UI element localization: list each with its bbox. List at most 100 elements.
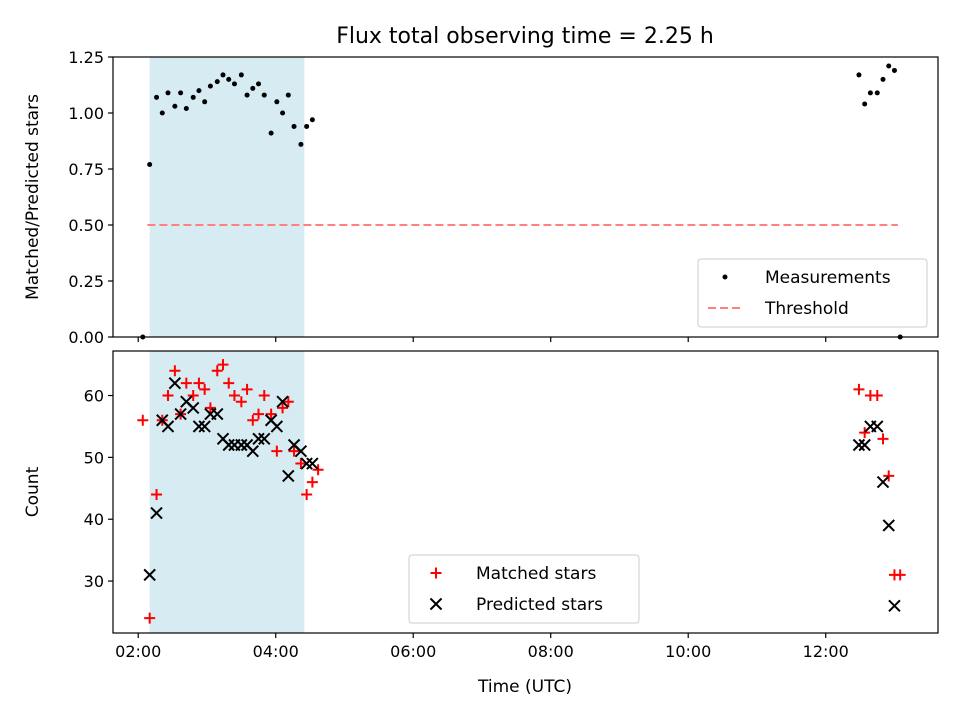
legend-label: Matched stars [476, 564, 596, 584]
data-point [856, 72, 862, 78]
x-tick-label: 12:00 [803, 642, 849, 661]
data-point [161, 420, 175, 433]
data-point [199, 383, 211, 395]
data-point [252, 432, 265, 446]
data-point [298, 141, 304, 147]
data-point [143, 568, 156, 582]
legend-swatch [722, 274, 728, 280]
x-tick-label: 10:00 [665, 642, 711, 661]
y-tick-label: 40 [84, 510, 104, 529]
data-point [187, 401, 200, 415]
data-point [882, 519, 895, 532]
data-point [183, 106, 189, 112]
legend: Matched stars Predicted stars [408, 554, 640, 624]
data-point [891, 67, 897, 73]
data-point [886, 63, 892, 69]
y-tick-label: 1.25 [68, 48, 104, 67]
data-point [285, 92, 291, 98]
data-point [211, 407, 224, 421]
chart-title: Flux total observing time = 2.25 h [336, 24, 714, 49]
data-point [235, 438, 248, 452]
data-point [270, 420, 284, 433]
data-point [312, 464, 324, 476]
legend-swatch [429, 597, 443, 611]
data-point [137, 414, 149, 426]
data-point [147, 162, 153, 168]
data-point [261, 92, 267, 98]
data-point [862, 101, 868, 107]
y-tick-label: 0.25 [68, 272, 104, 291]
data-point [159, 110, 165, 116]
data-point [192, 420, 206, 433]
data-point [880, 76, 886, 82]
data-point [304, 123, 310, 129]
data-point [265, 408, 277, 420]
x-tick-label: 02:00 [115, 642, 161, 661]
data-point [172, 103, 178, 109]
data-point [222, 438, 235, 452]
data-point [853, 383, 865, 395]
data-point [193, 377, 205, 389]
bottom-panel: 30 40 50 60 02:00 04:00 06:00 08:00 10:00 12:00 Co… [23, 350, 939, 661]
legend-box [408, 554, 640, 624]
data-point [858, 438, 871, 452]
data-point [241, 383, 253, 395]
legend: Measurements Threshold [697, 258, 928, 328]
data-point [871, 420, 884, 433]
data-point [238, 72, 244, 78]
data-point [220, 72, 226, 78]
data-point [250, 85, 256, 91]
data-point [894, 569, 906, 581]
y-axis-label: Matched/Predicted stars [23, 94, 43, 300]
data-point [247, 414, 259, 426]
data-point [274, 99, 280, 105]
data-point [852, 438, 866, 452]
data-point [888, 599, 901, 612]
y-tick-label: 1.00 [68, 104, 104, 123]
data-point [217, 359, 229, 371]
data-point [231, 81, 237, 87]
data-point [169, 365, 181, 377]
data-point [187, 390, 199, 402]
data-point [288, 445, 300, 457]
data-point [282, 396, 294, 408]
data-point [178, 90, 184, 96]
data-point [198, 420, 211, 433]
x-tick-label: 06:00 [390, 642, 436, 661]
data-point [162, 390, 174, 402]
data-point [150, 506, 163, 520]
data-point [151, 488, 163, 500]
data-point [244, 92, 250, 98]
data-point [258, 432, 271, 446]
data-point [190, 94, 196, 100]
data-point [295, 458, 307, 470]
y-tick-label: 50 [84, 448, 104, 467]
data-point [168, 376, 182, 390]
y-tick-label: 0.50 [68, 216, 104, 235]
legend-swatch [430, 567, 442, 579]
data-point [294, 444, 308, 458]
y-tick-label: 0.00 [68, 328, 104, 347]
data-point [180, 377, 192, 389]
shaded-span [149, 351, 305, 633]
data-point [301, 488, 313, 500]
data-point [228, 390, 240, 402]
data-point [867, 90, 873, 96]
data-point [235, 396, 247, 408]
data-point [256, 81, 262, 87]
data-point [226, 76, 232, 82]
series-predicted-stars [143, 376, 901, 612]
data-point [246, 444, 259, 458]
data-point [165, 90, 171, 96]
data-point [253, 408, 265, 420]
data-point [144, 612, 156, 624]
y-tick-label: 60 [84, 387, 104, 406]
data-point [280, 110, 286, 116]
data-point [874, 90, 880, 96]
data-point [309, 117, 315, 123]
top-panel: 0.00 0.25 0.50 0.75 1.00 1.25 Matched/Predicte… [23, 48, 939, 347]
data-point [877, 433, 889, 445]
legend-label: Measurements [765, 268, 891, 288]
data-point [202, 99, 208, 105]
